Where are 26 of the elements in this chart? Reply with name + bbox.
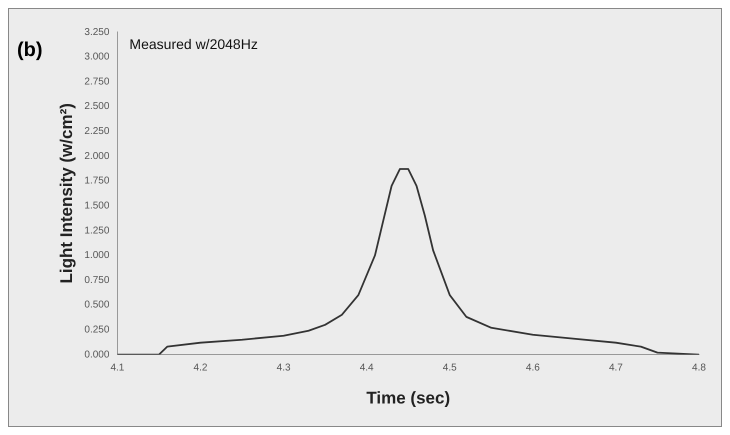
- x-tick-label: 4.7: [608, 362, 624, 374]
- x-tick-label: 4.2: [194, 362, 208, 374]
- y-tick-label: 0.750: [84, 274, 110, 286]
- y-tick-label: 2.000: [84, 150, 110, 162]
- x-axis-title: Time (sec): [366, 388, 450, 408]
- y-tick-label: 2.750: [84, 76, 110, 88]
- y-tick-label: 1.750: [84, 176, 110, 187]
- y-tick-label: 3.000: [84, 52, 110, 63]
- x-tick-label: 4.4: [360, 362, 374, 374]
- y-tick-label: 0.500: [84, 300, 110, 311]
- x-tick-label: 4.1: [110, 362, 125, 374]
- y-axis-title: Light Intensity (w/cm²): [56, 103, 76, 284]
- x-tick-label: 4.5: [442, 362, 458, 374]
- y-tick-label: 1.500: [84, 200, 110, 212]
- y-tick-label: 2.250: [84, 126, 110, 138]
- x-tick-label: 4.8: [692, 362, 706, 374]
- y-tick-label: 1.250: [84, 225, 110, 236]
- y-tick-label: 3.250: [84, 26, 110, 38]
- y-tick-label: 1.000: [84, 250, 110, 262]
- text: (b): [17, 39, 43, 62]
- x-tick-label: 4.3: [276, 362, 291, 374]
- x-tick-label: 4.6: [526, 362, 540, 374]
- y-tick-label: 2.500: [84, 101, 110, 112]
- y-tick-label: 0.000: [84, 349, 110, 360]
- annotation: Measured w/2048Hz: [129, 36, 258, 52]
- y-tick-label: 0.250: [84, 324, 110, 336]
